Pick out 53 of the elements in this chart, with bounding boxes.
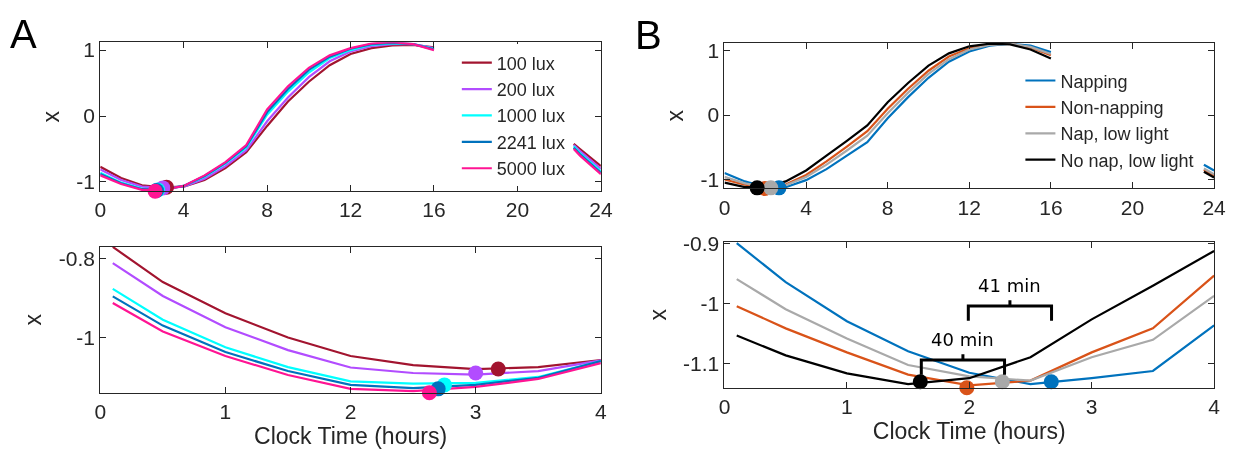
y-tick-label: 0 [83, 104, 96, 128]
y-tick-label: -1 [76, 170, 96, 194]
x-tick-label: 2 [344, 399, 357, 423]
x-tick-label: 16 [422, 198, 446, 222]
x-tick-label: 24 [1202, 195, 1227, 219]
x-tick-label: 12 [957, 195, 981, 219]
annotation: 41 min [978, 275, 1041, 296]
legend-label: Non-napping [1060, 97, 1164, 118]
legend-label: Napping [1060, 71, 1128, 92]
x-tick-label: 8 [881, 195, 894, 219]
y-tick-label: 1 [707, 39, 720, 63]
x-tick-label: 20 [1120, 195, 1145, 219]
chart-title: A [10, 12, 37, 56]
x-tick-label: 4 [1208, 395, 1221, 418]
y-tick-label: -1 [76, 325, 96, 349]
x-tick-label: 3 [469, 399, 482, 423]
y-tick-label: 1 [83, 38, 96, 62]
x-tick-label: 8 [261, 198, 273, 222]
x-axis-title: Clock Time (hours) [872, 418, 1066, 444]
chart-title: B [635, 13, 662, 57]
x-tick-label: 16 [1039, 195, 1063, 219]
x-tick-label: 12 [338, 198, 363, 222]
legend-label: 200 lux [496, 80, 555, 101]
y-tick-label: -1.1 [683, 352, 720, 376]
x-tick-label: 1 [219, 399, 232, 423]
y-tick-label: -1 [700, 292, 720, 316]
x-tick-label: 24 [589, 198, 613, 222]
x-tick-label: 20 [505, 198, 530, 222]
point [468, 365, 484, 381]
legend-label: 2241 lux [496, 132, 565, 153]
y-axis-title: x [662, 109, 689, 122]
y-tick-label: -1 [700, 167, 720, 191]
y-tick-label: -0.8 [58, 246, 96, 270]
legend-label: 1000 lux [496, 106, 565, 127]
x-tick-label: 4 [177, 198, 190, 222]
y-axis-title: x [644, 308, 671, 321]
x-tick-label: 4 [595, 399, 608, 423]
legend-label: 5000 lux [496, 159, 565, 180]
x-tick-label: 3 [1085, 395, 1098, 418]
x-tick-label: 4 [800, 195, 813, 219]
y-axis-title: x [37, 110, 64, 123]
legend-label: 100 lux [496, 53, 555, 74]
y-axis-title: x [20, 313, 47, 326]
legend-label: No nap, low light [1060, 150, 1194, 171]
x-axis-title: Clock Time (hours) [254, 422, 448, 449]
y-tick-label: -0.9 [683, 232, 720, 256]
point [490, 361, 506, 377]
point [421, 385, 437, 401]
y-tick-label: 0 [707, 103, 720, 127]
legend-label: Nap, low light [1060, 124, 1169, 145]
x-tick-label: 2 [963, 395, 976, 418]
x-tick-label: 1 [841, 395, 853, 418]
annotation: 40 min [931, 329, 994, 350]
